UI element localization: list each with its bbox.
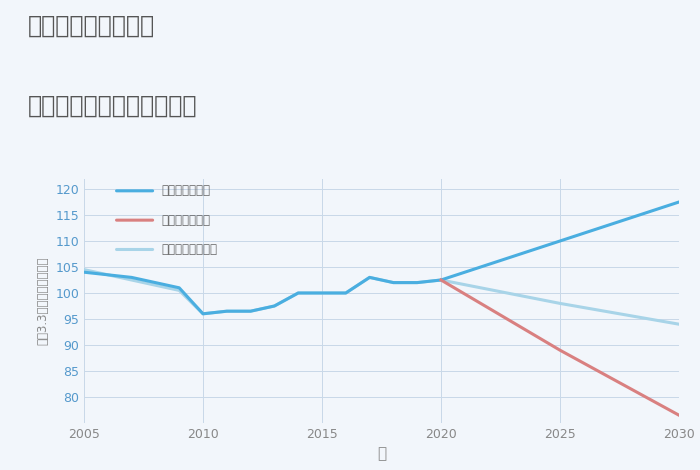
Text: 三重県伊賀市炊村の: 三重県伊賀市炊村の <box>28 14 155 38</box>
Text: 中古マンションの価格推移: 中古マンションの価格推移 <box>28 94 197 118</box>
Text: ノーマルシナリオ: ノーマルシナリオ <box>162 243 218 256</box>
Text: バッドシナリオ: バッドシナリオ <box>162 214 211 227</box>
Text: グッドシナリオ: グッドシナリオ <box>162 184 211 197</box>
Y-axis label: 平（3.3㎡）単価（万円）: 平（3.3㎡）単価（万円） <box>36 257 50 345</box>
X-axis label: 年: 年 <box>377 446 386 462</box>
